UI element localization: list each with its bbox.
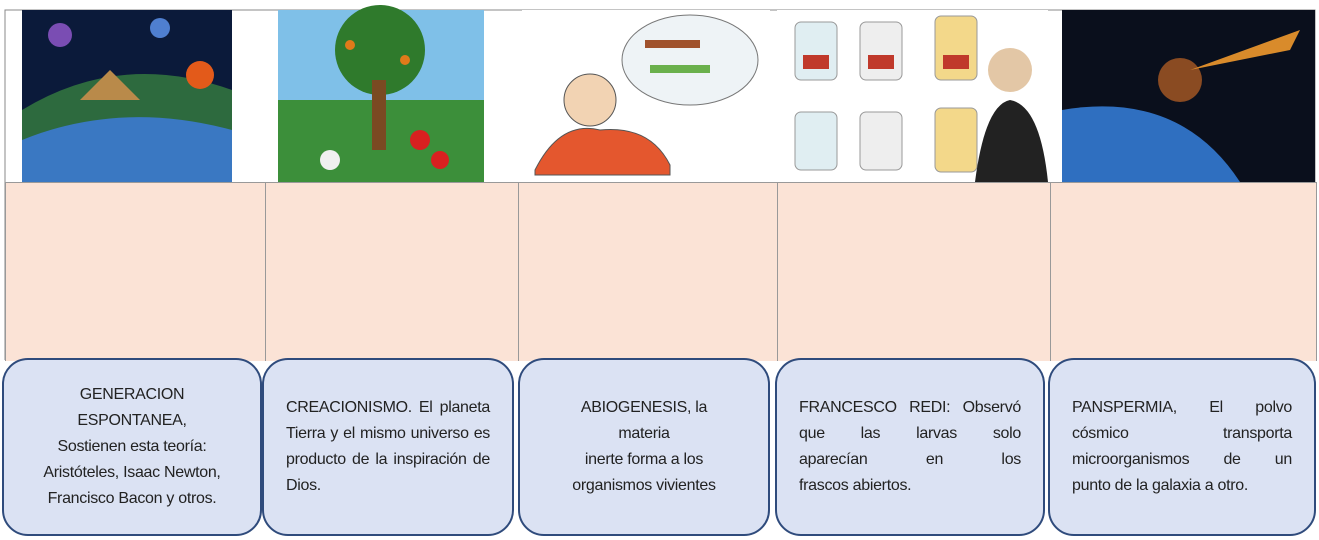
answer-cell (265, 182, 519, 361)
card-text-line: materia (618, 425, 670, 442)
card-text-line: cósmico transporta (1072, 425, 1292, 442)
card-text-line: producto de la inspiración de (286, 451, 490, 468)
card-text-line: CREACIONISMO. El planeta (286, 399, 490, 416)
card-text-line: PANSPERMIA, El polvo (1072, 399, 1292, 416)
term-card: GENERACION ESPONTANEA, Sostienen esta teo… (2, 358, 262, 536)
images-row (4, 5, 1316, 360)
term-card: ABIOGENESIS, la materia inerte forma a los… (518, 358, 770, 536)
card-text-line: Dios. (286, 477, 321, 494)
answer-cell (777, 182, 1051, 361)
answer-cell (1050, 182, 1317, 361)
answer-cell (5, 182, 266, 361)
card-text-line: Francisco Bacon y otros. (47, 490, 217, 507)
earth-illustration (22, 10, 232, 182)
redi-jars-illustration (777, 10, 1048, 182)
card-text-line: ABIOGENESIS, la (580, 399, 708, 416)
card-text-line: que las larvas solo (799, 425, 1021, 442)
panspermia-illustration (1062, 10, 1315, 182)
card-text-line: Tierra y el mismo universo es (286, 425, 490, 442)
card-text-line: frascos abiertos. (799, 477, 912, 494)
term-card: CREACIONISMO. El planeta Tierra y el mism… (262, 358, 514, 536)
card-text-line: punto de la galaxia a otro. (1072, 477, 1249, 494)
term-card: FRANCESCO REDI: Observó que las larvas so… (775, 358, 1045, 536)
garden-illustration (278, 5, 484, 182)
answer-cell (518, 182, 778, 361)
card-text-line: Aristóteles, Isaac Newton, (43, 464, 221, 481)
card-text-line: Sostienen esta teoría: (57, 438, 207, 455)
card-text-line: aparecían en los (799, 451, 1021, 468)
card-text-line: GENERACION ESPONTANEA, (77, 386, 187, 429)
thinker-illustration (522, 10, 770, 182)
card-text-line: microorganismos de un (1072, 451, 1292, 468)
card-text-line: FRANCESCO REDI: Observó (799, 399, 1021, 416)
card-text-line: organismos vivientes (572, 477, 716, 494)
card-text-line: inerte forma a los (584, 451, 704, 468)
term-card: PANSPERMIA, El polvo cósmico transporta mi… (1048, 358, 1316, 536)
